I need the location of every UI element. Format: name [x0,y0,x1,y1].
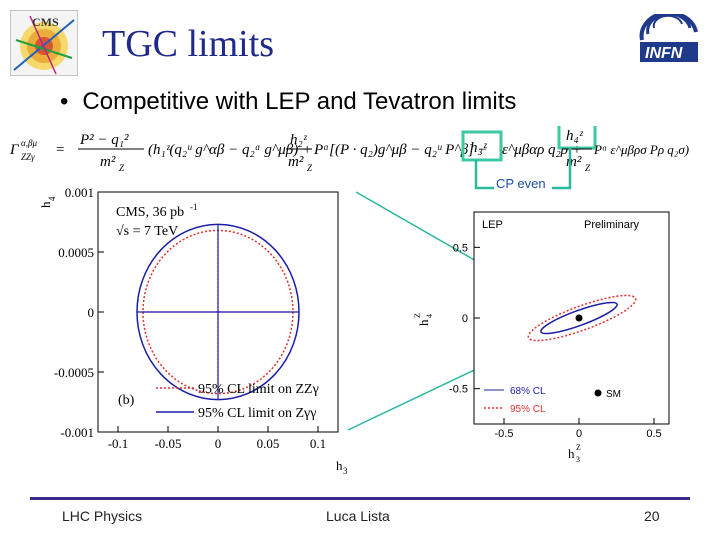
formula-lhs-sub: ZZγ [21,152,35,162]
formula-part2: Pᵅ[(P · q₂)g^μβ − q₂ᵘ P^β] − [313,142,488,158]
left-y-tick-label: 0.001 [65,185,94,200]
left-plot-title-sup: -1 [190,202,198,212]
left-plot-title: CMS, 36 pb [116,205,184,220]
legend-68-label: 68% CL [510,386,546,397]
formula-frac1-den-sub: Z [119,163,125,173]
infn-logo: INFN [639,14,698,62]
cms-logo: CMS [10,10,78,76]
right-y-tick-label: -0.5 [449,384,468,396]
left-plot-energy: √s = 7 TeV [116,224,178,239]
left-y-tick-label: -0.001 [60,425,94,440]
formula-frac4-den: m² [566,154,582,170]
right-x-tick-label: 0.5 [646,428,661,440]
left-x-ticks: -0.1 -0.05 0 0.05 0.1 [108,426,326,451]
right-x-tick-label: 0 [576,428,582,440]
left-y-tick-label: -0.0005 [54,365,94,380]
footer-page-number: 20 [644,508,660,524]
formula-lhs-sup: α,βμ [21,138,37,148]
formula-h4: h₄ᶻ [566,128,584,144]
right-y-tick-label: 0.5 [453,242,468,254]
right-xlabel-sub: 3 [576,455,580,464]
right-contour-0 [540,301,618,335]
right-ylabel-sub: 4 [425,314,434,318]
formula-part4: Pᵅ ε^μβρσ Pρ q₂σ) [593,142,689,157]
legend-zgg-label: 95% CL limit on Zγγ [198,406,316,421]
legend-sm-label: SM [606,389,621,400]
left-chart: 0.001 0.0005 0 -0.0005 -0.001 -0.1 -0.05 0 0.05… [38,185,348,476]
left-xlabel: h [336,458,343,473]
formula-frac1-den: m² [100,154,116,170]
right-y-ticks: 0.5 0 -0.5 [449,242,480,396]
left-plot-marks [136,223,300,401]
bullet-item: • Competitive with LEP and Tevatron limit… [60,88,517,115]
formula-frac2-den: m² [288,154,304,170]
left-y-tick-label: 0 [88,305,95,320]
right-chart: 0.5 0 -0.5 -0.5 0 0.5 LEP Preliminary 68% CL… [413,211,670,464]
right-x-tick-label: -0.5 [495,428,514,440]
slide-title: TGC limits [102,23,275,65]
legend-zzg-label: 95% CL limit on ZZγ [198,382,319,397]
left-ylabel-sub: 4 [47,196,57,201]
right-ylabel: h [416,319,431,326]
formula-frac2-num: h₂ᶻ [290,132,308,148]
left-x-tick-label: -0.05 [154,436,181,451]
svg-text:INFN: INFN [645,45,683,62]
left-xlabel-sub: 3 [343,466,348,476]
left-y-ticks: 0.001 0.0005 0 -0.0005 -0.001 [54,185,104,440]
left-x-tick-label: 0.1 [310,436,326,451]
right-x-ticks: -0.5 0 0.5 [495,418,662,440]
legend-sm-marker [594,389,602,397]
left-x-tick-label: -0.1 [108,436,129,451]
formula-frac1-num: P² − q₁² [79,132,129,148]
formula-h3: h₃ᶻ [470,140,488,156]
right-ylabel-sup: Z [413,313,422,318]
formula-frac2-den-sub: Z [307,163,313,173]
right-xlabel: h [568,446,575,461]
footer-course: LHC Physics [62,508,143,524]
svg-text:CMS: CMS [32,15,59,29]
cp-even-annotation: CP even [496,176,546,191]
formula-lhs: Γ [9,142,20,158]
formula-eq: = [56,142,64,158]
left-plot-panel: (b) [118,393,135,408]
right-y-tick-label: 0 [462,313,468,325]
right-lep-label: LEP [482,219,503,231]
footer-author: Luca Lista [326,508,390,524]
right-preliminary-label: Preliminary [584,219,640,231]
right-contour-1 [527,294,637,342]
bullet-text: Competitive with LEP and Tevatron limits [82,88,517,115]
left-ylabel: h [38,201,53,208]
right-xlabel-sup: Z [576,443,581,452]
left-y-tick-label: 0.0005 [58,245,94,260]
right-sm-point [575,314,583,322]
left-x-tick-label: 0 [215,436,222,451]
formula-part1: (h₁ᶻ(q₂ᵘ g^αβ − q₂ᵅ g^μβ) + [148,142,312,158]
formula-frac4-den-sub: Z [585,163,591,173]
left-x-tick-label: 0.05 [257,436,280,451]
right-plot-marks [527,294,637,342]
legend-95-label: 95% CL [510,404,546,415]
vertex-formula: Γ α,βμ ZZγ = P² − q₁² m² Z (h₁ᶻ(q₂ᵘ g^αβ… [9,126,689,173]
right-plot-frame [473,211,670,425]
footer-divider [30,497,690,500]
